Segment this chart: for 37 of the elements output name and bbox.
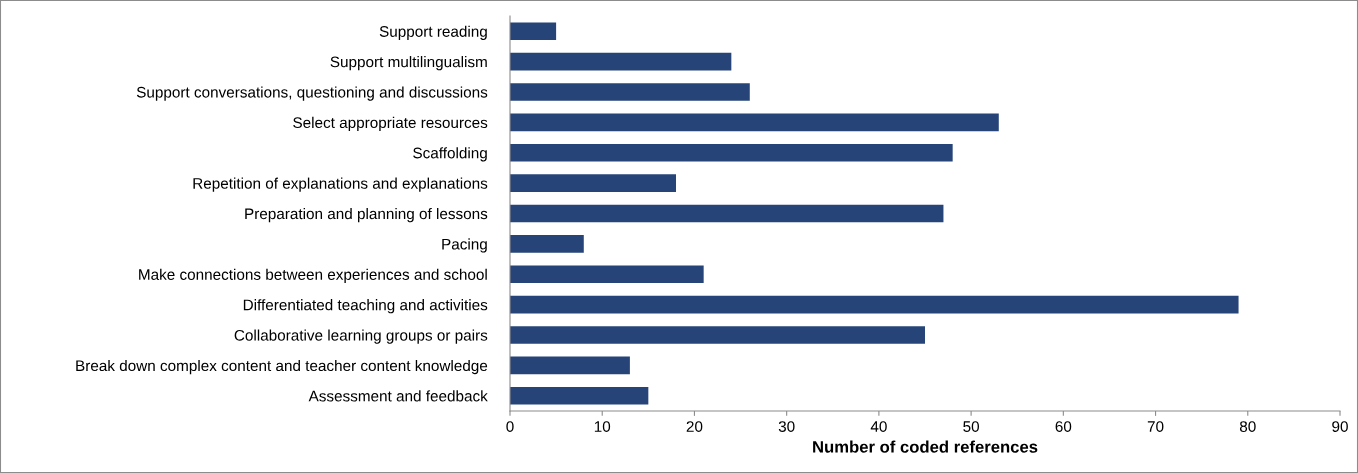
bar [510,356,630,375]
x-tick-label: 30 [778,421,795,432]
y-tick-label: Preparation and planning of lessons [245,207,488,223]
y-tick-label: Repetition of explanations and explanations [193,177,488,192]
x-tick-label: 70 [1147,421,1164,432]
y-tick-label: Support conversations, questioning and discussions [136,86,488,101]
y-tick-label: Assessment and feedback [308,390,488,402]
bar [510,204,944,223]
bar [510,143,953,162]
y-tick-label: Select appropriate resources [293,116,488,132]
y-tick-label: Break down complex content and teacher content knowledge [76,359,488,375]
bar [510,265,704,284]
y-tick-label: Support multilingualism [330,56,487,71]
x-tick-label: 50 [963,421,980,432]
y-tick-label: Make connections between experiences and school [139,268,487,283]
x-tick-label: 90 [1332,421,1348,432]
bar [510,22,557,40]
bar [510,52,732,71]
x-tick-label: 20 [686,421,703,432]
bar [510,295,1239,314]
bar [510,326,925,344]
y-tick-label: Scaffolding [413,147,487,162]
x-tick-label: 10 [594,421,611,432]
x-tick-label: 0 [506,421,514,432]
bar [510,83,750,101]
x-tick-label: 80 [1239,421,1256,432]
x-axis-title: Number of coded references [813,440,1038,453]
bar [510,387,649,405]
y-tick-label: Support reading [379,25,487,40]
y-tick-label: Collaborative learning groups or pairs [234,329,488,344]
x-tick-label: 40 [870,421,887,432]
x-tick-label: 60 [1055,421,1072,432]
y-tick-label: Pacing [442,238,487,253]
bar [510,174,676,192]
y-tick-label: Differentiated teaching and activities [243,299,488,314]
bar [510,113,999,132]
bar [510,235,584,253]
